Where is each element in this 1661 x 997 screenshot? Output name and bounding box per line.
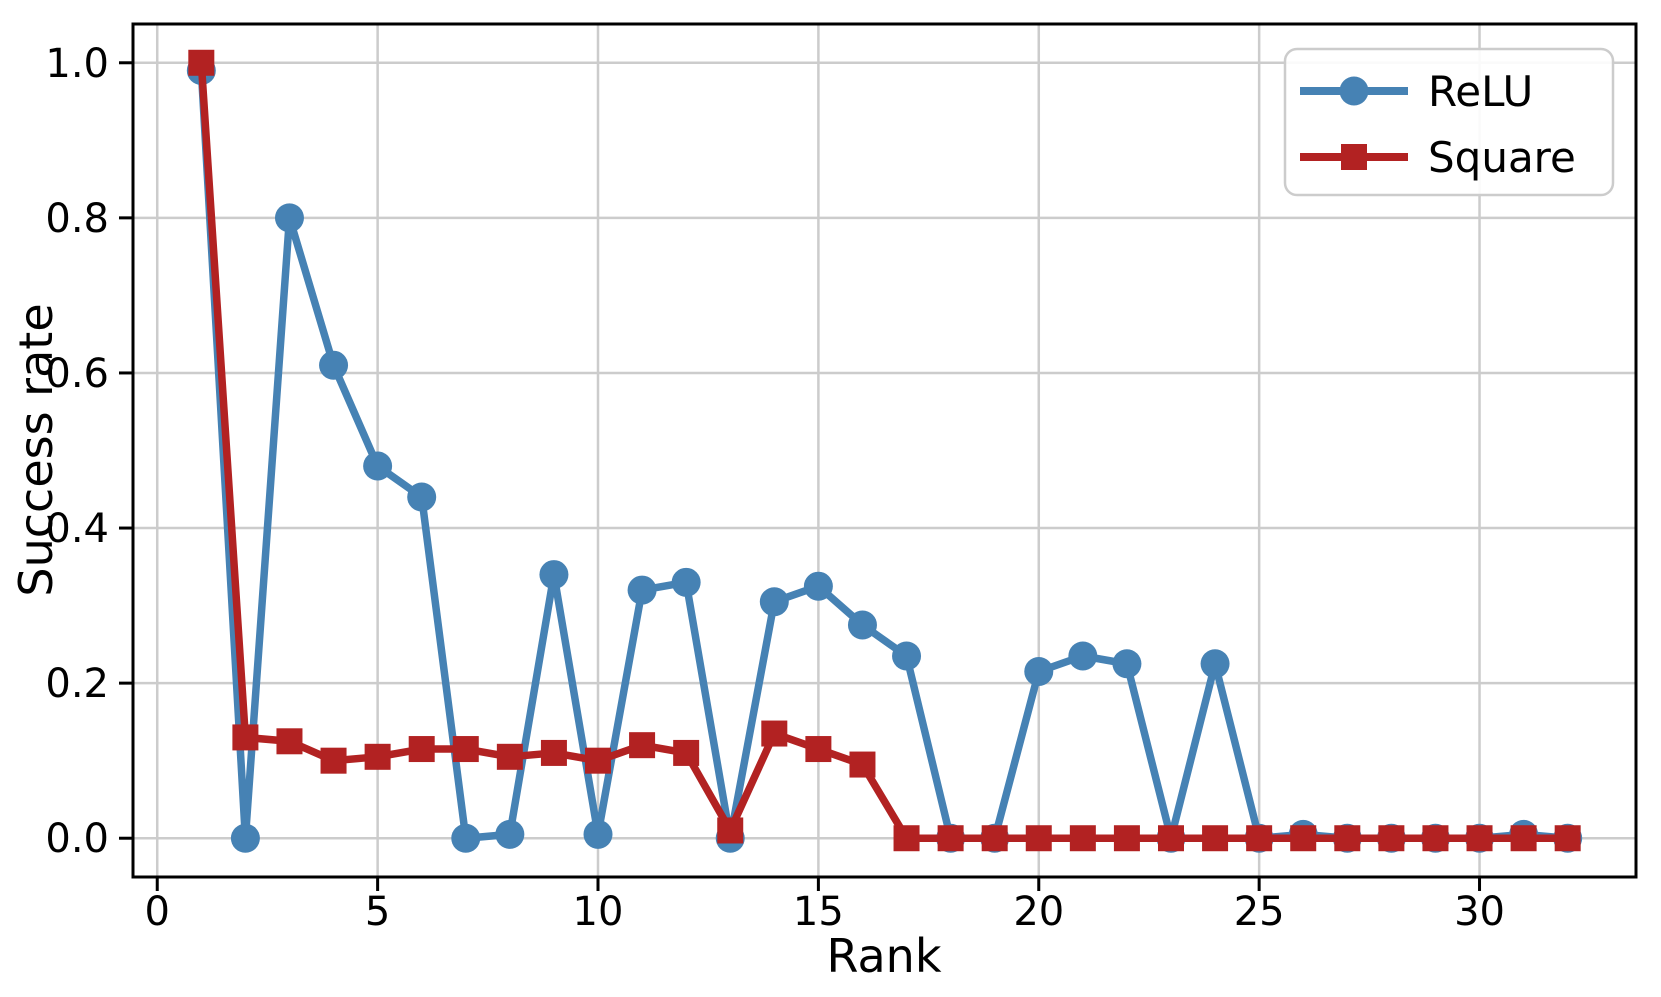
relu-marker [319,350,349,380]
square-marker [1510,825,1537,852]
y-tick-label: 0.6 [45,351,109,397]
y-axis-label: Success rate [9,303,63,596]
y-tick-label: 0.8 [45,196,109,242]
square-marker [629,732,656,759]
square-marker [1290,825,1317,852]
legend-item-square: Square [1300,133,1576,182]
square-marker [496,743,523,770]
square-marker [585,747,612,774]
square-marker [232,724,259,751]
axis-ticks: 0 5 10 15 20 25 30 0.0 0.2 0.4 0.6 0.8 1.0 [45,41,1505,935]
square-marker [1069,825,1096,852]
x-tick-label: 0 [145,889,170,935]
square-marker [1334,825,1361,852]
relu-marker [363,451,393,481]
square-marker [452,736,479,763]
square-marker [981,825,1008,852]
relu-marker [1200,649,1230,679]
plot-border [131,22,1638,879]
y-tick-label: 0.2 [45,661,109,707]
relu-marker [1112,649,1142,679]
square-marker [1378,825,1405,852]
y-tick-label: 1.0 [45,41,109,87]
x-tick-label: 10 [573,889,624,935]
relu-marker [539,560,569,590]
relu-marker [1068,641,1098,671]
x-tick-label: 30 [1454,889,1505,935]
square-marker [540,739,567,766]
square-marker [1246,825,1273,852]
square-marker [717,817,744,844]
relu-marker [759,587,789,617]
relu-marker [627,575,657,605]
square-marker [1157,825,1184,852]
square-marker [408,736,435,763]
relu-marker [274,203,304,233]
relu-marker [1024,657,1054,687]
relu-marker [671,567,701,597]
relu-marker [803,571,833,601]
legend-square-label: Square [1428,133,1576,182]
relu-marker [407,482,437,512]
legend-item-relu: ReLU [1300,67,1533,116]
relu-marker [230,823,260,853]
square-marker [1422,825,1449,852]
square-marker [1466,825,1493,852]
legend-relu-label: ReLU [1428,67,1533,116]
square-marker [320,747,347,774]
y-tick-label: 0.4 [45,506,109,552]
square-marker [276,728,303,755]
square-marker [673,739,700,766]
relu-marker [583,819,613,849]
x-tick-label: 5 [365,889,390,935]
relu-marker [847,610,877,640]
legend-relu-marker-icon [1339,76,1369,106]
legend-square-marker-icon [1341,144,1367,170]
square-marker [805,736,832,763]
y-tick-label: 0.0 [45,816,109,862]
legend: ReLU Square [1283,47,1615,197]
square-marker [1202,825,1229,852]
axes-spines [131,22,1638,879]
relu-marker [892,641,922,671]
square-marker [364,743,391,770]
square-marker [761,720,788,747]
square-marker [188,49,215,76]
square-marker [937,825,964,852]
relu-marker [451,823,481,853]
data-series [186,49,1583,853]
square-marker [849,751,876,778]
x-tick-label: 15 [793,889,844,935]
x-axis-label: Rank [827,929,942,983]
square-marker [893,825,920,852]
relu-marker [495,819,525,849]
x-tick-label: 25 [1234,889,1285,935]
square-marker [1025,825,1052,852]
square-marker [1113,825,1140,852]
x-tick-label: 20 [1013,889,1064,935]
square-marker [1554,825,1581,852]
